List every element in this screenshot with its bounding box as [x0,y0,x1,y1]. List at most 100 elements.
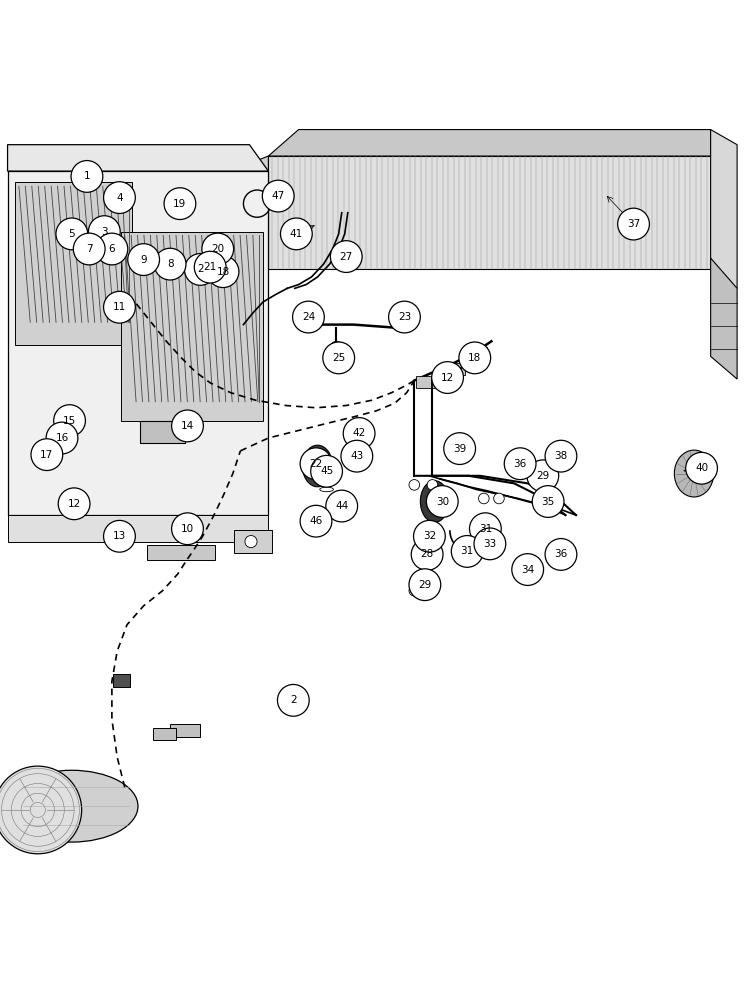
FancyBboxPatch shape [432,376,448,388]
Circle shape [323,342,355,374]
Text: 32: 32 [423,531,436,541]
Circle shape [104,291,135,323]
Text: 14: 14 [181,421,194,431]
Text: 38: 38 [554,451,568,461]
Ellipse shape [674,450,714,497]
Circle shape [154,248,186,280]
Text: 29: 29 [418,580,432,590]
Text: 20: 20 [211,244,225,254]
Text: 5: 5 [69,229,75,239]
Text: 31: 31 [479,524,492,534]
Ellipse shape [420,481,449,522]
Circle shape [389,301,420,333]
Circle shape [426,486,458,517]
Circle shape [245,536,257,548]
Circle shape [172,410,203,442]
Circle shape [202,233,234,265]
Polygon shape [8,171,268,515]
Circle shape [427,480,438,490]
Text: 17: 17 [40,450,54,460]
FancyBboxPatch shape [170,724,200,737]
Text: 21: 21 [203,262,217,272]
Polygon shape [147,545,215,560]
Circle shape [300,448,332,480]
Circle shape [341,440,373,472]
Circle shape [411,539,443,570]
Circle shape [432,362,463,393]
Circle shape [330,241,362,272]
Circle shape [326,490,358,522]
Circle shape [349,454,359,464]
Text: 34: 34 [521,565,534,575]
Text: 47: 47 [271,191,285,201]
Circle shape [31,439,63,471]
Text: 24: 24 [302,312,315,322]
Text: 36: 36 [513,459,527,469]
Text: 33: 33 [483,539,497,549]
Circle shape [104,182,135,213]
Text: 31: 31 [460,546,474,556]
Circle shape [512,554,544,585]
Circle shape [451,536,483,567]
Circle shape [56,218,88,250]
Circle shape [618,208,649,240]
Circle shape [330,341,342,353]
Circle shape [427,585,438,596]
Circle shape [479,493,489,504]
Circle shape [550,447,572,470]
Circle shape [58,488,90,520]
Circle shape [469,513,501,545]
Circle shape [409,569,441,601]
Polygon shape [711,130,737,288]
Circle shape [349,437,359,448]
Circle shape [409,585,420,596]
Polygon shape [711,258,737,379]
Circle shape [262,180,294,212]
Text: 40: 40 [695,463,708,473]
Circle shape [409,480,420,490]
Circle shape [504,448,536,480]
Text: 7: 7 [86,244,92,254]
Text: 11: 11 [113,302,126,312]
Text: 18: 18 [216,267,230,277]
Circle shape [686,452,717,484]
Circle shape [172,513,203,545]
Circle shape [527,460,559,492]
Circle shape [280,218,312,250]
Text: 44: 44 [335,501,349,511]
Circle shape [207,256,239,288]
Text: 28: 28 [420,549,434,559]
Circle shape [349,431,359,442]
Text: 13: 13 [113,531,126,541]
Circle shape [555,452,567,464]
Circle shape [532,486,564,517]
Text: 2: 2 [290,695,296,705]
Text: 19: 19 [173,199,187,209]
Circle shape [517,561,538,582]
Circle shape [96,233,128,265]
Circle shape [0,766,82,854]
Polygon shape [15,182,132,345]
Circle shape [349,425,359,436]
Text: 18: 18 [468,353,482,363]
Circle shape [339,249,349,260]
Circle shape [300,309,323,331]
FancyBboxPatch shape [153,728,176,740]
Ellipse shape [6,770,138,842]
Text: 16: 16 [55,433,69,443]
Text: 9: 9 [141,255,147,265]
Text: 29: 29 [536,471,550,481]
Polygon shape [268,156,711,269]
Circle shape [194,251,226,283]
Circle shape [349,448,359,458]
Circle shape [104,520,135,552]
Circle shape [184,254,216,285]
Text: 39: 39 [453,444,466,454]
Text: 15: 15 [63,416,76,426]
Text: 4: 4 [116,193,122,203]
Circle shape [73,233,105,265]
Circle shape [71,161,103,192]
Circle shape [545,539,577,570]
FancyBboxPatch shape [54,414,76,430]
Circle shape [474,528,506,560]
